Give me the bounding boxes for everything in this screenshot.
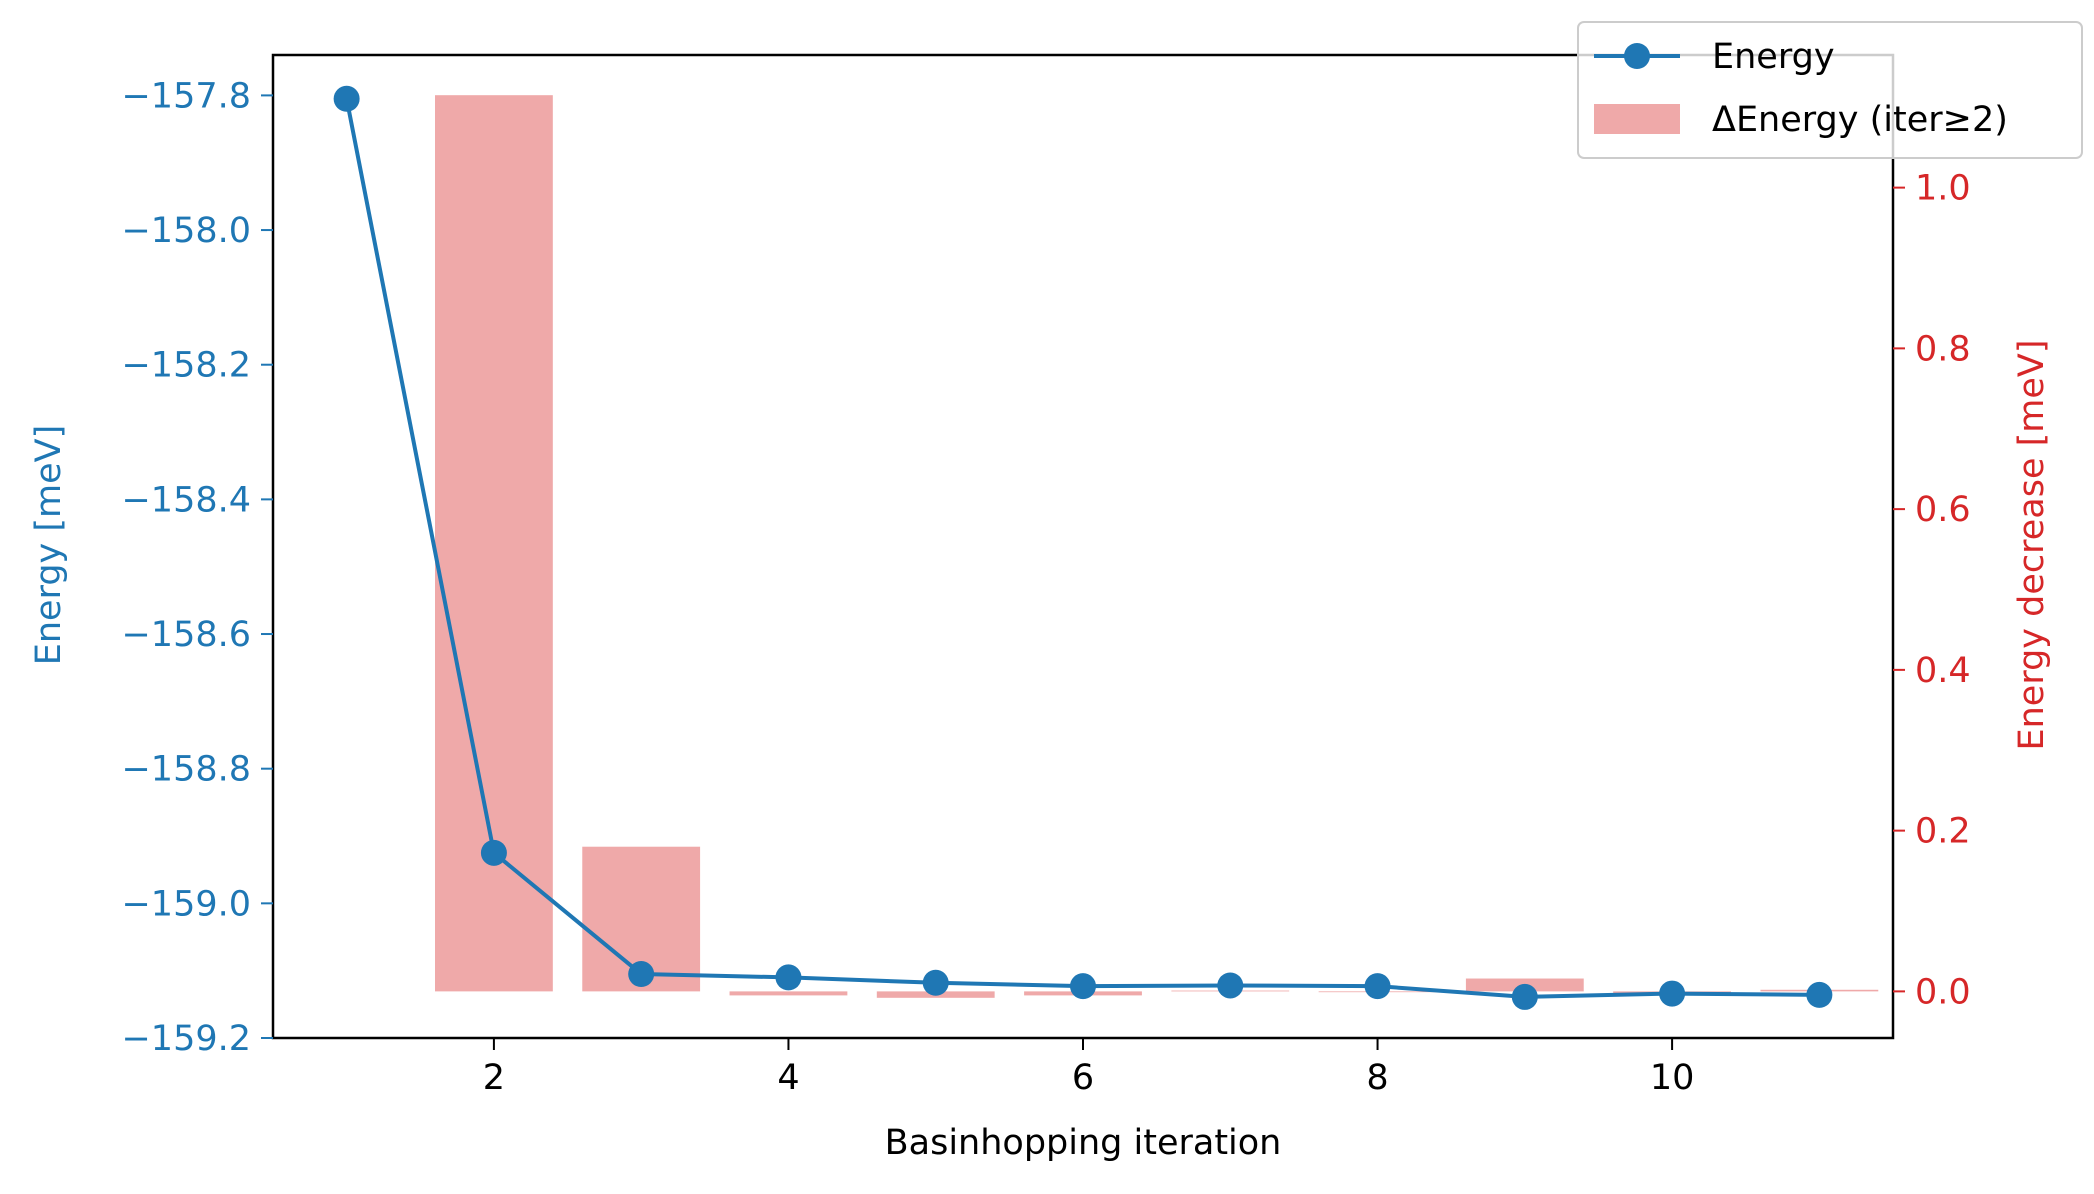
x-tick-label: 4 [777,1058,799,1098]
y-left-tick-label: −158.0 [121,211,251,251]
energy-point [480,839,507,866]
legend: Energy ΔEnergy (iter≥2) [1577,21,2083,159]
axes-layer: 2 4 6 8 10 −157.8 −158.0 −158.2 −158.4 −158.6 −158… [121,53,1971,1098]
x-axis-label: Basinhopping iteration [885,1123,1282,1163]
energy-point [1217,972,1244,999]
energy-point [775,964,802,991]
y-left-tick-label: −157.8 [121,76,251,116]
y-right-tick-label: 0.0 [1915,972,1971,1012]
x-tick-label: 8 [1366,1058,1388,1098]
y-left-tick-label: −158.8 [121,750,251,790]
line-layer [333,85,1833,1010]
y-right-tick-label: 0.6 [1915,490,1971,530]
energy-point [333,85,360,112]
legend-delta-label: ΔEnergy (iter≥2) [1712,100,2008,140]
x-tick-label: 2 [483,1058,505,1098]
y-right-tick-label: 0.8 [1915,329,1971,369]
energy-point [1364,973,1391,1000]
energy-point [1806,981,1833,1008]
legend-energy-marker-icon [1624,43,1650,69]
y-axis-left-label: Energy [meV] [29,425,69,666]
x-tick-label: 6 [1072,1058,1094,1098]
y-left-tick-label: −158.2 [121,346,251,386]
delta-bar [729,991,848,996]
y-axis-right-label: Energy decrease [meV] [2012,339,2052,750]
energy-point [1659,980,1686,1007]
y-left-tick-label: −158.6 [121,615,251,655]
y-left-tick-label: −159.0 [121,884,251,924]
y-right-tick-label: 0.4 [1915,651,1971,691]
legend-energy-label: Energy [1712,37,1835,77]
y-left-tick-label: −158.4 [121,480,251,520]
x-tick-label: 10 [1650,1058,1695,1098]
y-right-tick-label: 1.0 [1915,169,1971,209]
energy-point [1511,983,1538,1010]
y-left-tick-label: −159.2 [121,1019,251,1059]
legend-frame [1577,21,2083,159]
legend-delta-patch-icon [1594,104,1680,134]
energy-point [628,961,655,988]
energy-point [1070,973,1096,1000]
y-right-tick-label: 0.2 [1915,812,1971,852]
energy-point [922,969,949,996]
